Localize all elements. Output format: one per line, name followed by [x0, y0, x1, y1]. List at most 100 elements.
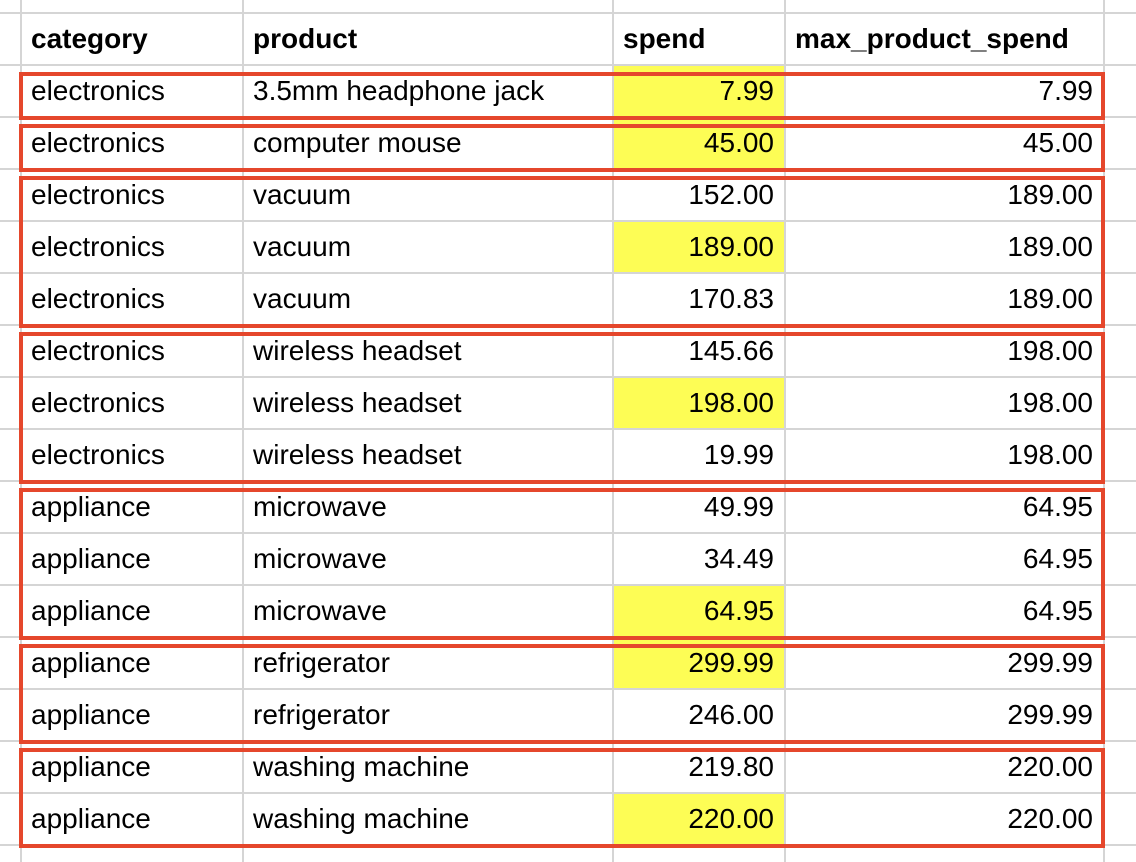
cell-empty[interactable]	[1105, 534, 1136, 586]
cell-spend[interactable]: 45.00	[614, 118, 786, 170]
cell-spend[interactable]: 299.99	[614, 638, 786, 690]
cell-product[interactable]: washing machine	[244, 742, 614, 794]
cell-product[interactable]: washing machine	[244, 794, 614, 846]
cell-empty[interactable]	[22, 846, 244, 862]
cell-rowgutter[interactable]	[0, 794, 22, 846]
cell-rowgutter[interactable]	[0, 326, 22, 378]
cell-product[interactable]: vacuum	[244, 170, 614, 222]
cell-empty[interactable]	[1105, 274, 1136, 326]
cell-empty[interactable]	[1105, 170, 1136, 222]
cell-rowgutter[interactable]	[0, 274, 22, 326]
cell-max-product-spend[interactable]: 299.99	[786, 638, 1105, 690]
cell-empty[interactable]	[1105, 118, 1136, 170]
cell-empty[interactable]	[1105, 846, 1136, 862]
cell-spend[interactable]: 152.00	[614, 170, 786, 222]
cell-category[interactable]: electronics	[22, 378, 244, 430]
cell-spend[interactable]: 34.49	[614, 534, 786, 586]
cell-product[interactable]: wireless headset	[244, 378, 614, 430]
cell-max-product-spend[interactable]: 64.95	[786, 534, 1105, 586]
cell-rowgutter[interactable]	[0, 586, 22, 638]
cell-empty[interactable]	[1105, 586, 1136, 638]
cell-category[interactable]: appliance	[22, 482, 244, 534]
cell-spend[interactable]: 198.00	[614, 378, 786, 430]
cell-spend[interactable]: 246.00	[614, 690, 786, 742]
cell-rowgutter[interactable]	[0, 430, 22, 482]
cell-product[interactable]: vacuum	[244, 222, 614, 274]
cell-empty[interactable]	[1105, 222, 1136, 274]
cell-max-product-spend[interactable]: 64.95	[786, 586, 1105, 638]
cell-spend[interactable]: 49.99	[614, 482, 786, 534]
cell-rowgutter[interactable]	[0, 846, 22, 862]
cell-category[interactable]: electronics	[22, 326, 244, 378]
cell-empty[interactable]	[1105, 482, 1136, 534]
cell-empty[interactable]	[1105, 794, 1136, 846]
cell-product[interactable]: microwave	[244, 534, 614, 586]
cell-category[interactable]: appliance	[22, 690, 244, 742]
cell-max-product-spend[interactable]: 189.00	[786, 170, 1105, 222]
cell-max-product-spend[interactable]: 220.00	[786, 794, 1105, 846]
cell-category[interactable]: appliance	[22, 534, 244, 586]
cell-rowgutter[interactable]	[0, 638, 22, 690]
cell-category[interactable]: appliance	[22, 794, 244, 846]
cell-empty[interactable]	[1105, 326, 1136, 378]
cell-spend[interactable]: 64.95	[614, 586, 786, 638]
cell-product[interactable]: microwave	[244, 482, 614, 534]
column-header-category[interactable]: category	[22, 14, 244, 66]
cell-empty[interactable]	[1105, 66, 1136, 118]
cell-category[interactable]: appliance	[22, 742, 244, 794]
cell-rowgutter[interactable]	[0, 378, 22, 430]
cell-empty[interactable]	[1105, 638, 1136, 690]
cell-spend[interactable]: 220.00	[614, 794, 786, 846]
cell-max-product-spend[interactable]: 198.00	[786, 430, 1105, 482]
cell-max-product-spend[interactable]: 45.00	[786, 118, 1105, 170]
cell-empty[interactable]	[786, 846, 1105, 862]
cell-category[interactable]: electronics	[22, 222, 244, 274]
column-header-spend[interactable]: spend	[614, 14, 786, 66]
cell-rowgutter[interactable]	[0, 14, 22, 66]
column-header-max-product-spend[interactable]: max_product_spend	[786, 14, 1105, 66]
cell-max-product-spend[interactable]: 220.00	[786, 742, 1105, 794]
cell-max-product-spend[interactable]: 198.00	[786, 378, 1105, 430]
cell-product[interactable]: wireless headset	[244, 326, 614, 378]
cell-empty[interactable]	[244, 0, 614, 14]
cell-empty[interactable]	[22, 0, 244, 14]
cell-spend[interactable]: 219.80	[614, 742, 786, 794]
cell-product[interactable]: computer mouse	[244, 118, 614, 170]
cell-category[interactable]: electronics	[22, 66, 244, 118]
cell-rowgutter[interactable]	[0, 222, 22, 274]
cell-rowgutter[interactable]	[0, 742, 22, 794]
column-header-product[interactable]: product	[244, 14, 614, 66]
cell-spend[interactable]: 170.83	[614, 274, 786, 326]
cell-category[interactable]: appliance	[22, 638, 244, 690]
cell-rowgutter[interactable]	[0, 170, 22, 222]
cell-rowgutter[interactable]	[0, 482, 22, 534]
cell-product[interactable]: vacuum	[244, 274, 614, 326]
cell-product[interactable]: refrigerator	[244, 638, 614, 690]
cell-category[interactable]: appliance	[22, 586, 244, 638]
cell-spend[interactable]: 7.99	[614, 66, 786, 118]
cell-product[interactable]: 3.5mm headphone jack	[244, 66, 614, 118]
cell-category[interactable]: electronics	[22, 118, 244, 170]
cell-spend[interactable]: 19.99	[614, 430, 786, 482]
cell-rowgutter[interactable]	[0, 118, 22, 170]
cell-spend[interactable]: 145.66	[614, 326, 786, 378]
cell-product[interactable]: microwave	[244, 586, 614, 638]
cell-max-product-spend[interactable]: 299.99	[786, 690, 1105, 742]
cell-category[interactable]: electronics	[22, 430, 244, 482]
cell-max-product-spend[interactable]: 198.00	[786, 326, 1105, 378]
cell-product[interactable]: wireless headset	[244, 430, 614, 482]
cell-empty[interactable]	[614, 846, 786, 862]
cell-empty[interactable]	[1105, 742, 1136, 794]
cell-max-product-spend[interactable]: 7.99	[786, 66, 1105, 118]
cell-empty[interactable]	[1105, 14, 1136, 66]
cell-empty[interactable]	[1105, 690, 1136, 742]
cell-empty[interactable]	[1105, 430, 1136, 482]
cell-empty[interactable]	[614, 0, 786, 14]
cell-category[interactable]: electronics	[22, 170, 244, 222]
cell-rowgutter[interactable]	[0, 534, 22, 586]
cell-empty[interactable]	[786, 0, 1105, 14]
cell-max-product-spend[interactable]: 189.00	[786, 274, 1105, 326]
cell-empty[interactable]	[1105, 0, 1136, 14]
cell-max-product-spend[interactable]: 189.00	[786, 222, 1105, 274]
cell-empty[interactable]	[1105, 378, 1136, 430]
